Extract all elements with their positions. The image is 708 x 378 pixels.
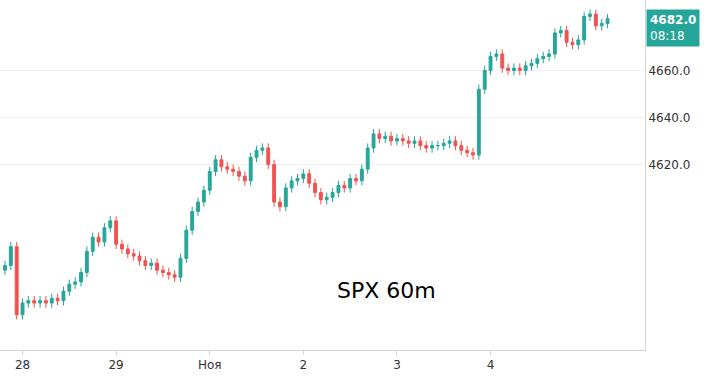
svg-text:3: 3 <box>393 358 401 372</box>
svg-text:Ноя: Ноя <box>198 358 222 372</box>
svg-text:4620.0: 4620.0 <box>648 158 690 172</box>
svg-text:28: 28 <box>15 358 30 372</box>
svg-text:4682.008:18: 4682.008:18 <box>650 13 696 43</box>
svg-text:4640.0: 4640.0 <box>648 111 690 125</box>
svg-text:2: 2 <box>300 358 308 372</box>
svg-text:4: 4 <box>487 358 495 372</box>
svg-text:29: 29 <box>108 358 123 372</box>
svg-text:4660.0: 4660.0 <box>648 64 690 78</box>
svg-text:SPX 60m: SPX 60m <box>337 278 436 303</box>
